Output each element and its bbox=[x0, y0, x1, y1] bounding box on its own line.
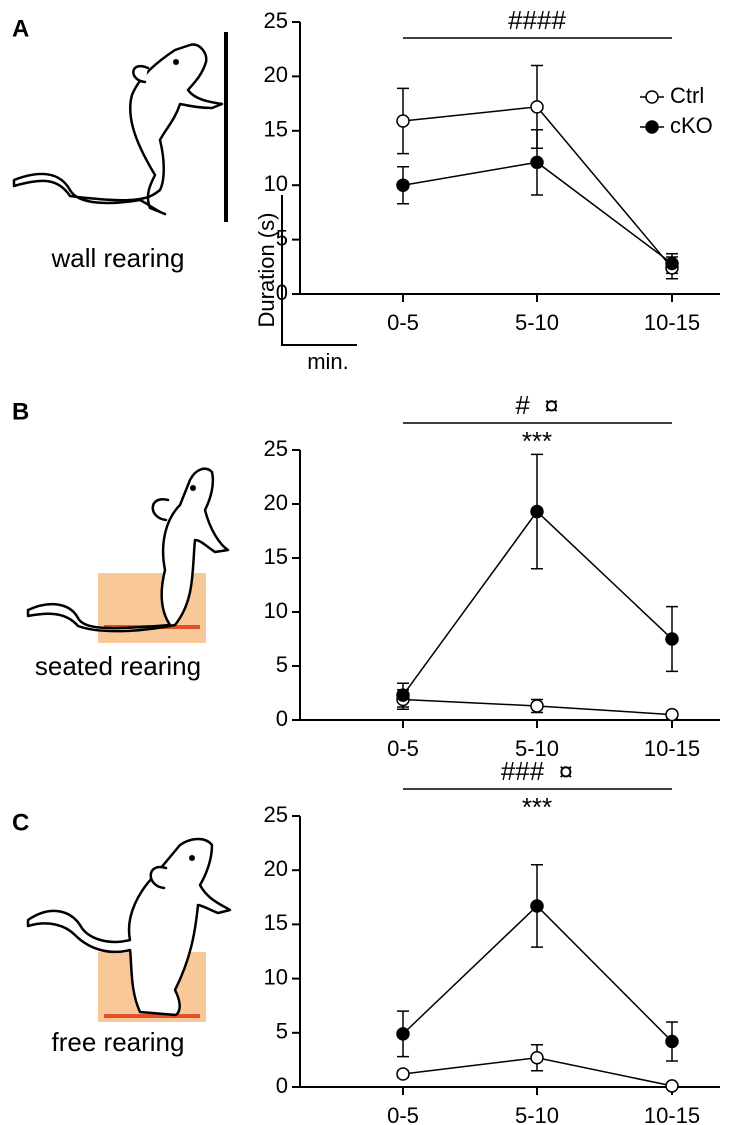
significance-label: *** bbox=[522, 792, 552, 822]
y-tick-label: 5 bbox=[276, 1019, 288, 1044]
y-axis-label: Duration (s) bbox=[254, 213, 279, 328]
y-tick-label: 10 bbox=[264, 598, 288, 623]
data-point bbox=[530, 504, 544, 519]
data-point bbox=[396, 1027, 410, 1041]
x-tick-label: 5-10 bbox=[515, 1103, 559, 1125]
data-point bbox=[530, 100, 544, 114]
data-point bbox=[530, 155, 544, 170]
mouse-free bbox=[26, 837, 232, 1022]
y-tick-label: 10 bbox=[264, 171, 288, 196]
significance-label: #### bbox=[508, 5, 566, 35]
data-point bbox=[665, 707, 679, 722]
significance-label: *** bbox=[522, 426, 552, 456]
x-tick-label: 0-5 bbox=[387, 1103, 419, 1125]
y-tick-label: 0 bbox=[276, 706, 288, 731]
x-tick-label: 10-15 bbox=[644, 1103, 700, 1125]
data-point bbox=[396, 688, 410, 702]
y-tick-label: 5 bbox=[276, 652, 288, 677]
data-point bbox=[665, 1034, 679, 1049]
y-tick-label: 20 bbox=[264, 490, 288, 515]
data-point bbox=[530, 699, 544, 713]
data-point bbox=[530, 899, 544, 913]
y-tick-label: 10 bbox=[264, 964, 288, 989]
panel-label: C bbox=[12, 809, 29, 836]
legend-label: cKO bbox=[670, 113, 713, 138]
x-tick-label: 10-15 bbox=[644, 736, 700, 761]
data-point bbox=[665, 256, 679, 271]
significance-label: # ¤ bbox=[515, 390, 558, 420]
x-axis-label: min. bbox=[307, 349, 349, 374]
panel-label: A bbox=[12, 15, 29, 42]
x-tick-label: 0-5 bbox=[387, 736, 419, 761]
y-tick-label: 25 bbox=[264, 8, 288, 33]
legend-marker bbox=[645, 120, 659, 134]
y-tick-label: 20 bbox=[264, 856, 288, 881]
data-point bbox=[530, 1050, 544, 1065]
y-tick-label: 0 bbox=[276, 280, 288, 305]
data-point bbox=[396, 1067, 410, 1081]
y-tick-label: 25 bbox=[264, 436, 288, 461]
y-tick-label: 20 bbox=[264, 62, 288, 87]
data-point bbox=[396, 178, 410, 192]
legend-label: Ctrl bbox=[670, 83, 704, 108]
y-tick-label: 15 bbox=[264, 910, 288, 935]
legend-marker bbox=[645, 90, 659, 104]
x-tick-label: 10-15 bbox=[644, 310, 700, 335]
illustration-label: free rearing bbox=[52, 1027, 185, 1057]
illustration-label: seated rearing bbox=[35, 651, 201, 681]
illustration-label: wall rearing bbox=[51, 243, 185, 273]
x-tick-label: 5-10 bbox=[515, 310, 559, 335]
data-point bbox=[665, 1079, 679, 1093]
significance-label: ### ¤ bbox=[501, 756, 573, 786]
panel-label: B bbox=[12, 398, 29, 425]
y-tick-label: 15 bbox=[264, 544, 288, 569]
mouse-wall bbox=[12, 32, 228, 222]
x-tick-label: 5-10 bbox=[515, 736, 559, 761]
y-tick-label: 25 bbox=[264, 802, 288, 827]
y-tick-label: 5 bbox=[276, 225, 288, 250]
y-tick-label: 0 bbox=[276, 1073, 288, 1098]
mouse-seated bbox=[26, 467, 230, 643]
y-tick-label: 15 bbox=[264, 117, 288, 142]
x-tick-label: 0-5 bbox=[387, 310, 419, 335]
data-point bbox=[665, 632, 679, 646]
data-point bbox=[396, 114, 410, 128]
